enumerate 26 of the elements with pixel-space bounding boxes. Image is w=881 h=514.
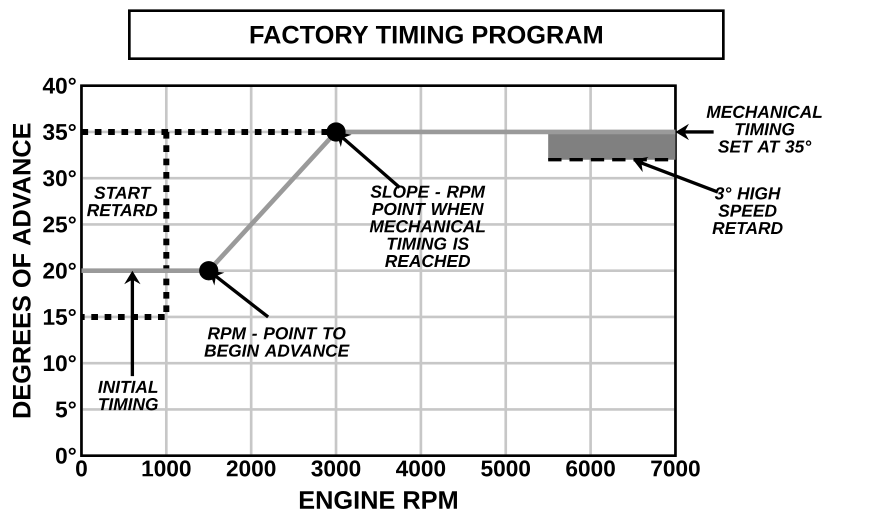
y-tick-label: 25° [43, 216, 76, 233]
y-tick-label: 40° [42, 78, 76, 94]
annotation: START RETARD [87, 186, 158, 216]
y-tick-label: 35° [42, 124, 76, 140]
y-tick-label: 20° [43, 262, 76, 279]
annotation: SLOPE - RPM POINT WHEN MECHANICAL TIMING IS REACHED [370, 186, 486, 268]
annotation: RPM - POINT TO BEGIN ADVANCE [204, 327, 350, 357]
x-tick-label: 5000 [481, 460, 530, 476]
y-axis-title: DEGREES OF ADVANCE [12, 123, 31, 418]
x-tick-label: 0 [76, 460, 87, 476]
x-tick-label: 3000 [311, 460, 360, 477]
x-tick-label: 7000 [651, 460, 700, 476]
x-tick-label: 4000 [396, 460, 446, 476]
annotation: 3° HIGH SPEED RETARD [712, 187, 783, 234]
x-tick-label: 1000 [142, 460, 191, 476]
chart-title: FACTORY TIMING PROGRAM [250, 26, 602, 44]
y-tick-label: 10° [44, 355, 76, 372]
y-tick-label: 15° [44, 308, 76, 325]
x-tick-label: 6000 [566, 460, 615, 476]
y-tick-label: 30° [42, 170, 76, 186]
y-tick-label: 5° [56, 401, 76, 418]
x-axis-title: ENGINE RPM [300, 491, 457, 509]
x-tick-label: 2000 [226, 460, 276, 476]
annotation: MECHANICAL TIMING SET AT 35° [706, 106, 822, 153]
y-tick-label: 0° [56, 448, 76, 464]
annotation: INITIAL TIMING [98, 380, 158, 410]
